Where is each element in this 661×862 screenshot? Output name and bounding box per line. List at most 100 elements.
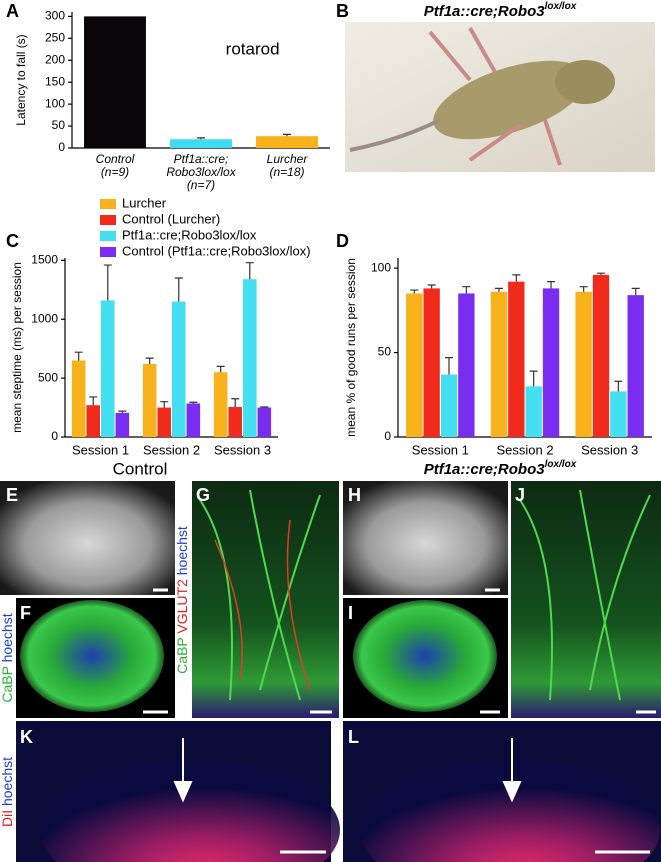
- panel-letter: E: [6, 485, 18, 505]
- error-bar: [174, 277, 183, 302]
- bar: [172, 301, 186, 437]
- error-bar: [410, 289, 419, 294]
- y-axis-label: mean steptime (ms) per session: [10, 262, 24, 433]
- bar: [157, 407, 171, 437]
- legend-label: Ptf1a::cre;Robo3lox/lox: [122, 227, 257, 242]
- error-bar: [216, 365, 225, 373]
- stain: DiI: [0, 810, 15, 827]
- y-tick-label: 300: [45, 9, 65, 23]
- bar: [423, 288, 440, 437]
- y-axis-label: mean % of good runs per session: [344, 258, 358, 437]
- panel-letter: G: [196, 485, 210, 505]
- legend-swatch: [100, 199, 116, 209]
- bar: [525, 386, 542, 437]
- panel-letter: A: [6, 1, 19, 21]
- y-tick-label: 0: [384, 429, 391, 443]
- bar: [115, 412, 130, 437]
- x-tick-label: Ptf1a::cre;: [174, 152, 229, 166]
- x-tick-label: Session 2: [496, 442, 553, 457]
- x-tick-label: Session 1: [412, 442, 469, 457]
- panel-title: Ptf1a::cre;Robo3lox/lox: [424, 1, 577, 20]
- stain: CaBP: [0, 666, 15, 702]
- error-bar: [494, 287, 503, 292]
- bar: [228, 406, 242, 437]
- bar: [243, 279, 257, 437]
- error-bar: [631, 287, 640, 296]
- title-text: Ptf1a::cre;Robo3: [424, 3, 546, 20]
- x-tick-label: Control: [96, 152, 135, 166]
- stain: hoechst: [174, 526, 190, 575]
- bar: [440, 374, 458, 437]
- panel-letter: F: [20, 603, 31, 623]
- bar: [458, 293, 475, 437]
- error-bar: [547, 281, 556, 289]
- y-tick-label: 1000: [31, 311, 58, 325]
- photo: [345, 22, 655, 172]
- x-tick-label: Session 2: [143, 442, 200, 457]
- group-sup: lox/lox: [545, 459, 577, 470]
- error-bar: [579, 286, 588, 292]
- bar: [101, 300, 115, 437]
- stain-label: CaBP hoechst: [0, 613, 15, 702]
- error-bar: [245, 262, 254, 280]
- group-text: Ptf1a::cre;Robo3: [424, 461, 546, 478]
- x-tick-label: Robo3lox/lox: [166, 165, 236, 179]
- panel-letter: D: [336, 231, 349, 251]
- error-bar: [529, 370, 538, 387]
- y-tick-label: 0: [58, 140, 65, 154]
- legend-label: Lurcher: [122, 195, 167, 210]
- error-bar: [145, 357, 154, 364]
- bar: [71, 360, 86, 437]
- error-bar: [231, 398, 240, 407]
- bar: [213, 372, 228, 437]
- x-tick-label: (n=7): [187, 178, 215, 192]
- stain: hoechst: [0, 757, 15, 806]
- x-tick-label: (n=9): [101, 165, 129, 179]
- y-tick-label: 250: [45, 30, 65, 44]
- annotation: rotarod: [226, 39, 280, 58]
- stain-label: DiI hoechst: [0, 757, 15, 827]
- bar: [142, 363, 157, 437]
- x-tick-label: (n=18): [269, 165, 304, 179]
- bar: [627, 295, 644, 437]
- error-bar: [197, 137, 205, 140]
- y-tick-label: 500: [38, 370, 58, 384]
- legend-label: Control (Lurcher): [122, 211, 220, 226]
- error-bar: [118, 410, 127, 413]
- error-bar: [596, 272, 605, 275]
- bar: [592, 274, 610, 437]
- stain-label: CaBP VGLUT2 hoechst: [174, 526, 190, 674]
- y-tick-label: 50: [52, 118, 66, 132]
- bar: [170, 139, 232, 148]
- bar: [508, 281, 525, 437]
- y-tick-label: 1500: [31, 253, 58, 267]
- bar: [542, 288, 560, 437]
- legend-swatch: [100, 247, 116, 257]
- panel-letter: L: [348, 727, 359, 747]
- group-label: Control: [113, 459, 168, 478]
- y-tick-label: 100: [371, 260, 391, 274]
- bar: [610, 391, 627, 437]
- legend-swatch: [100, 231, 116, 241]
- stain: VGLUT2: [174, 579, 190, 634]
- panel-letter: H: [348, 485, 361, 505]
- bar: [86, 405, 100, 437]
- y-tick-label: 200: [45, 52, 65, 66]
- bar: [257, 407, 272, 437]
- bar: [575, 291, 592, 437]
- y-tick-label: 150: [45, 74, 65, 88]
- error-bar: [103, 264, 112, 301]
- error-bar: [445, 357, 454, 375]
- bar: [490, 291, 508, 437]
- bar: [406, 293, 423, 437]
- bar: [186, 403, 201, 437]
- error-bar: [160, 401, 169, 408]
- x-tick-label: Lurcher: [267, 152, 309, 166]
- stain: hoechst: [0, 613, 15, 662]
- panel-letter: C: [6, 231, 19, 251]
- error-bar: [512, 274, 521, 282]
- y-tick-label: 50: [378, 345, 392, 359]
- error-bar: [89, 396, 98, 406]
- y-axis-label: Latency to fall (s): [14, 34, 28, 125]
